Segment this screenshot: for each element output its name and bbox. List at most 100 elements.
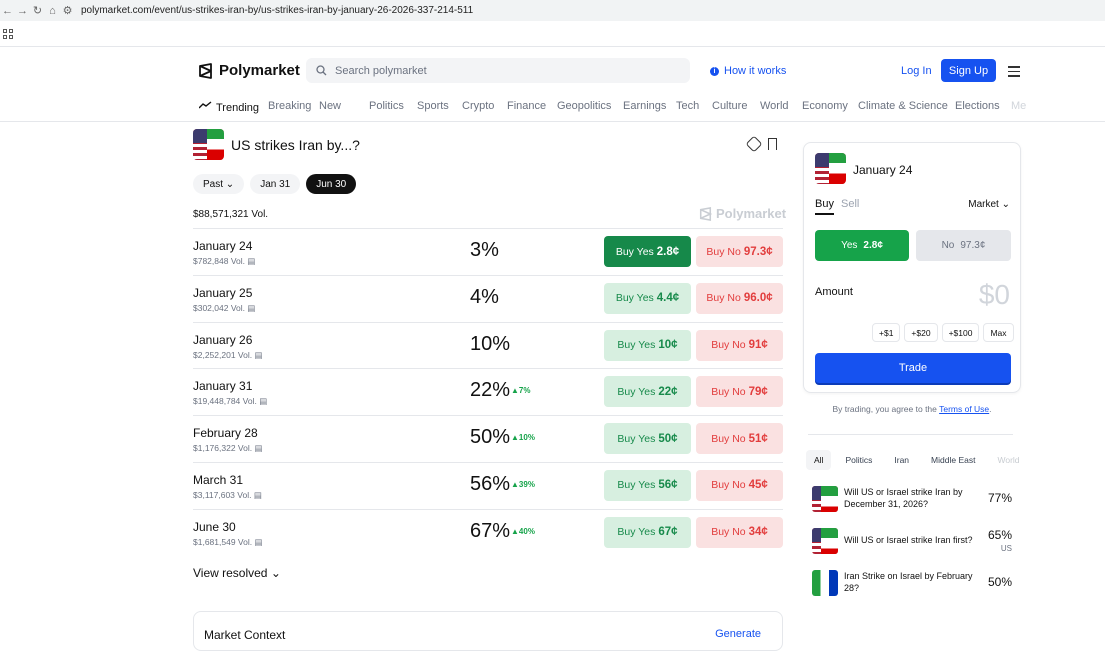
buy-no-button[interactable]: Buy No 96.0¢: [696, 282, 783, 314]
max-button[interactable]: Max: [983, 323, 1014, 342]
market-row[interactable]: June 30 $1,681,549 Vol. ▤ 67% ▲40% Buy Yes 67…: [193, 508, 783, 556]
panel-title: January 24: [853, 163, 913, 177]
add-1-button[interactable]: +$1: [872, 323, 901, 342]
divider: [808, 434, 1013, 435]
market-name: January 25: [193, 285, 253, 300]
nav-world[interactable]: World: [760, 100, 789, 112]
address-bar[interactable]: polymarket.com/event/us-strikes-iran-by/…: [81, 5, 474, 16]
buy-yes-button[interactable]: Buy Yes 10¢: [604, 329, 691, 361]
related-tab-iran[interactable]: Iran: [894, 455, 910, 465]
calendar-icon: ▤: [254, 443, 263, 454]
market-probability: 3%: [470, 239, 499, 261]
related-tab-middle-east[interactable]: Middle East: [931, 455, 976, 465]
link-icon[interactable]: [745, 135, 763, 153]
market-change: ▲10%: [511, 433, 535, 443]
nav-breaking[interactable]: Breaking: [268, 100, 312, 112]
buy-yes-button[interactable]: Buy Yes 67¢: [604, 516, 691, 548]
calendar-icon: ▤: [254, 349, 263, 360]
trade-panel: January 24 Buy Sell Market ⌄ Yes 2.8¢ No 9…: [803, 142, 1021, 393]
related-tab-all[interactable]: All: [806, 450, 832, 470]
buy-no-button[interactable]: Buy No 79¢: [696, 376, 783, 408]
nav-geopolitics[interactable]: Geopolitics: [557, 100, 612, 112]
filter-jan-31[interactable]: Jan 31: [250, 174, 301, 194]
nav-tech[interactable]: Tech: [676, 100, 700, 112]
login-link[interactable]: Log In: [901, 65, 932, 77]
site-header: Polymarket Search polymarket i How it wo…: [0, 47, 1105, 122]
buy-yes-button[interactable]: Buy Yes 50¢: [604, 423, 691, 455]
trade-button[interactable]: Trade: [815, 353, 1011, 383]
outcome-no-button[interactable]: No 97.3¢: [916, 230, 1011, 261]
generate-button[interactable]: Generate: [715, 628, 761, 640]
market-volume: $782,848 Vol. ▤: [193, 256, 256, 266]
nav-earnings[interactable]: Earnings: [623, 100, 667, 112]
related-tab-world[interactable]: World: [997, 455, 1020, 465]
market-row[interactable]: January 25 $302,042 Vol. ▤ 4% Buy Yes 4.4¢ Bu…: [193, 274, 783, 322]
related-market[interactable]: Iran Strike on Israel by February 28? 50…: [812, 568, 1022, 598]
brand-name: Polymarket: [219, 62, 300, 79]
reload-icon[interactable]: ↻: [32, 5, 43, 17]
market-row[interactable]: January 31 $19,448,784 Vol. ▤ 22% ▲7% Buy Ye…: [193, 368, 783, 415]
home-icon[interactable]: ⌂: [49, 4, 56, 17]
nav-climate-science[interactable]: Climate & Science: [858, 100, 948, 112]
market-row[interactable]: January 26 $2,252,201 Vol. ▤ 10% Buy Yes 10¢…: [193, 321, 783, 369]
signup-button[interactable]: Sign Up: [941, 59, 996, 82]
how-it-works-link[interactable]: i How it works: [710, 65, 786, 77]
buy-no-button[interactable]: Buy No 34¢: [696, 516, 783, 548]
related-market-image: [812, 570, 838, 596]
market-row[interactable]: March 31 $3,117,603 Vol. ▤ 56% ▲39% Buy Yes 5…: [193, 461, 783, 509]
buy-yes-button[interactable]: Buy Yes 2.8¢: [604, 236, 691, 267]
buy-no-button[interactable]: Buy No 91¢: [696, 329, 783, 361]
market-name: January 24: [193, 239, 253, 253]
market-row[interactable]: February 28 $1,176,322 Vol. ▤ 50% ▲10% Buy Y…: [193, 415, 783, 462]
bookmark-icon[interactable]: [768, 138, 777, 150]
related-market-image: [812, 486, 838, 512]
amount-input[interactable]: $0: [978, 279, 1010, 310]
market-change: ▲40%: [511, 526, 535, 536]
nav-finance[interactable]: Finance: [507, 100, 547, 112]
nav-culture[interactable]: Culture: [712, 100, 748, 112]
nav-more[interactable]: Me: [1011, 100, 1027, 112]
filter-past[interactable]: Past ⌄: [193, 174, 245, 194]
related-market-pct: 65%: [987, 528, 1012, 542]
search-input[interactable]: Search polymarket: [306, 58, 690, 83]
back-arrow-icon[interactable]: ←: [2, 4, 13, 17]
chevron-down-icon: ⌄: [270, 566, 281, 580]
buy-yes-button[interactable]: Buy Yes 4.4¢: [604, 282, 691, 314]
nav-politics[interactable]: Politics: [369, 100, 404, 112]
terms-of-use-link[interactable]: Terms of Use: [939, 404, 990, 414]
nav-elections[interactable]: Elections: [955, 100, 1000, 112]
buy-yes-button[interactable]: Buy Yes 56¢: [604, 469, 691, 501]
related-market[interactable]: Will US or Israel strike Iran first? 65%…: [812, 526, 1022, 556]
tab-buy[interactable]: Buy: [815, 198, 834, 215]
apps-grid-icon[interactable]: [3, 29, 13, 39]
nav-economy[interactable]: Economy: [802, 100, 848, 112]
order-type-select[interactable]: Market ⌄: [968, 199, 1010, 210]
view-resolved-toggle[interactable]: View resolved ⌄: [193, 566, 281, 580]
forward-arrow-icon[interactable]: →: [17, 4, 28, 17]
market-context-card: Market Context Generate: [193, 611, 783, 651]
buy-no-button[interactable]: Buy No 51¢: [696, 423, 783, 455]
market-probability: 4%: [470, 285, 499, 308]
outcome-yes-button[interactable]: Yes 2.8¢: [815, 230, 909, 261]
polymarket-logo[interactable]: Polymarket: [198, 62, 300, 79]
tab-sell[interactable]: Sell: [841, 198, 860, 210]
page-title: US strikes Iran by...?: [231, 137, 360, 153]
buy-no-button[interactable]: Buy No 97.3¢: [696, 236, 783, 267]
buy-no-button[interactable]: Buy No 45¢: [696, 469, 783, 501]
buy-yes-button[interactable]: Buy Yes 22¢: [604, 376, 691, 408]
related-market[interactable]: Will US or Israel strike Iran by Decembe…: [812, 484, 1022, 514]
search-placeholder: Search polymarket: [335, 64, 427, 77]
polymarket-logo-icon: [199, 62, 212, 79]
market-row[interactable]: January 24 $782,848 Vol. ▤ 3% Buy Yes 2.8¢ Bu…: [193, 228, 783, 275]
filter-jun-30[interactable]: Jun 30: [306, 174, 357, 194]
nav-sports[interactable]: Sports: [417, 100, 449, 112]
nav-new[interactable]: New: [319, 100, 342, 112]
market-context-title: Market Context: [204, 628, 286, 642]
menu-icon[interactable]: [1008, 66, 1022, 77]
site-settings-icon[interactable]: ⚙: [62, 5, 73, 17]
nav-trending[interactable]: Trending: [198, 100, 259, 114]
add-100-button[interactable]: +$100: [941, 323, 980, 342]
add-20-button[interactable]: +$20: [904, 323, 938, 342]
related-tab-politics[interactable]: Politics: [845, 455, 873, 465]
nav-crypto[interactable]: Crypto: [462, 100, 495, 112]
